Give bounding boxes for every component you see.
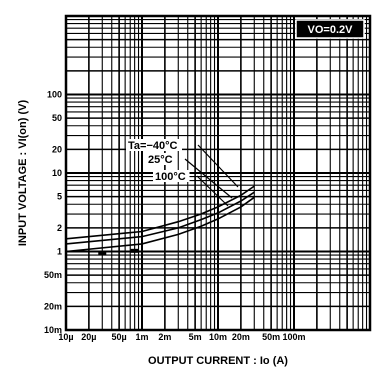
series-label-bg — [146, 153, 176, 165]
ticks-group: 10µ 20µ 50µ 1m 2m 5m 10m 20m 50m 100m10m20m50m125… — [44, 90, 306, 343]
series-label: 100°C — [155, 171, 186, 183]
x-tick-label: 100m — [282, 332, 305, 342]
x-tick-label: 2m — [158, 332, 171, 342]
x-axis-label: OUTPUT CURRENT : Io (A) — [148, 355, 288, 367]
x-tick-label: 10µ — [58, 332, 73, 342]
grid — [65, 16, 370, 331]
x-tick-label: 5m — [189, 332, 202, 342]
plot-frame — [64, 14, 372, 332]
x-tick-label: 50µ — [112, 332, 127, 342]
x-tick-label: 1m — [135, 332, 148, 342]
series-label: Ta=−40°C — [128, 140, 178, 152]
x-tick-label: 20m — [232, 332, 250, 342]
legend-box — [295, 19, 365, 39]
legend-group: VO=0.2V — [295, 19, 365, 39]
x-tick-label: 20µ — [81, 332, 96, 342]
series-line — [65, 196, 255, 253]
y-tick-label: 1 — [57, 247, 62, 257]
y-tick-label: 20 — [52, 144, 62, 154]
series-leader-line — [196, 175, 229, 207]
series-label-bg — [126, 139, 182, 151]
data-mark — [130, 248, 139, 253]
y-tick-label: 50 — [52, 113, 62, 123]
series-leader-line — [197, 144, 239, 188]
legend-text: VO=0.2V — [308, 24, 354, 36]
y-tick-label: 2 — [57, 223, 62, 233]
labels-group: Ta=−40°C 25°C 100°C OUTPUT CURRENT : Io (A)… — [17, 100, 288, 367]
x-tick-label: 10m — [209, 332, 227, 342]
y-axis-label: INPUT VOLTAGE : VI(on) (V) — [17, 100, 29, 247]
plot-border — [64, 14, 372, 332]
series-group — [65, 185, 255, 255]
series-label: 25°C — [148, 154, 173, 166]
data-mark — [98, 250, 107, 255]
y-tick-label: 10m — [44, 325, 62, 335]
y-tick-label: 100 — [47, 90, 62, 100]
series-leader-line — [184, 158, 233, 199]
series-line — [65, 191, 255, 245]
series-line — [65, 185, 255, 240]
y-tick-label: 20m — [44, 301, 62, 311]
x-tick-label: 50m — [262, 332, 280, 342]
y-tick-label: 50m — [44, 270, 62, 280]
y-tick-label: 5 — [57, 192, 62, 202]
series-label-bg — [153, 170, 190, 182]
y-tick-label: 10 — [52, 168, 62, 178]
